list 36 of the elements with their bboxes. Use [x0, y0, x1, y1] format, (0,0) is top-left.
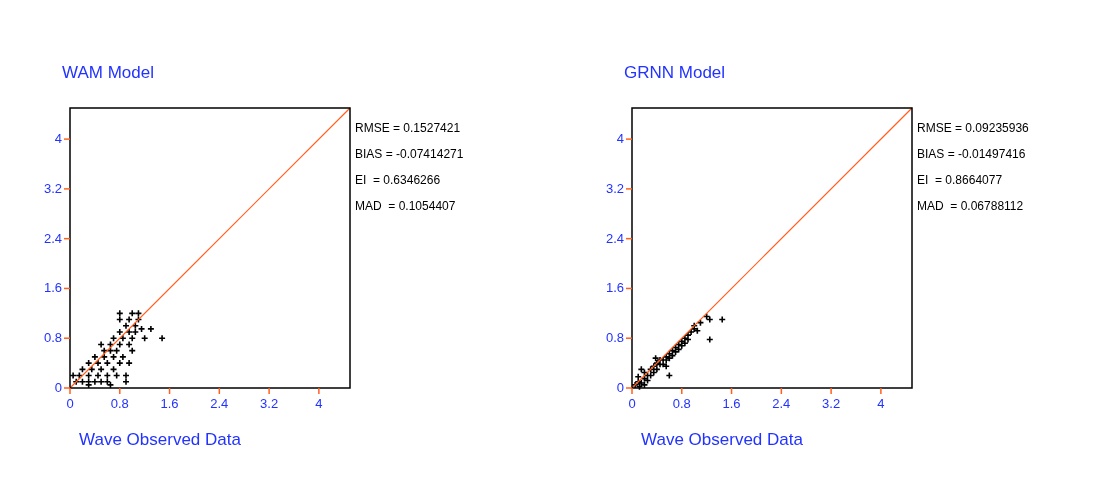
x-tick-label: 3.2: [260, 396, 279, 411]
x-tick-label: 1.6: [722, 396, 741, 411]
y-tick-label: 0: [54, 380, 62, 395]
x-axis-title: Wave Observed Data: [641, 430, 804, 449]
y-tick-label: 1.6: [43, 280, 62, 296]
x-tick-label: 4: [315, 396, 323, 411]
text: EI = 0.6346266: [355, 173, 441, 187]
x-tick-label: 0: [66, 396, 74, 411]
chart-title: WAM Model: [62, 63, 154, 82]
x-tick-label: 0.8: [110, 396, 129, 411]
text: MAD = 0.06788112: [917, 199, 1024, 213]
x-tick-label: 2.4: [772, 396, 791, 411]
x-tick-label: 0.8: [672, 396, 691, 411]
text: RMSE = 0.1527421: [355, 121, 461, 135]
x-tick-label: 4: [877, 396, 885, 411]
y-tick-label: 4: [54, 131, 62, 147]
y-tick-label: 3.2: [43, 180, 62, 196]
y-tick-label: 4: [616, 131, 624, 147]
y-tick-label: 3.2: [605, 180, 624, 196]
x-tick-label: 3.2: [822, 396, 841, 411]
x-tick-label: 0: [628, 396, 636, 411]
text: BIAS = -0.01497416: [917, 147, 1026, 161]
y-tick-label: 2.4: [605, 230, 624, 246]
y-tick-label: 0: [616, 380, 624, 395]
text: RMSE = 0.09235936: [917, 121, 1030, 135]
x-tick-label: 1.6: [160, 396, 179, 411]
x-tick-label: 2.4: [210, 396, 229, 411]
y-tick-label: 2.4: [43, 230, 62, 246]
text: MAD = 0.1054407: [355, 199, 456, 213]
chart-title: GRNN Model: [624, 63, 726, 82]
text: BIAS = -0.07414271: [355, 147, 464, 161]
y-tick-label: 0.8: [605, 330, 624, 346]
y-tick-label: 1.6: [605, 280, 624, 296]
text: EI = 0.8664077: [917, 173, 1003, 187]
x-axis-title: Wave Observed Data: [79, 430, 242, 449]
y-tick-label: 0.8: [43, 330, 62, 346]
